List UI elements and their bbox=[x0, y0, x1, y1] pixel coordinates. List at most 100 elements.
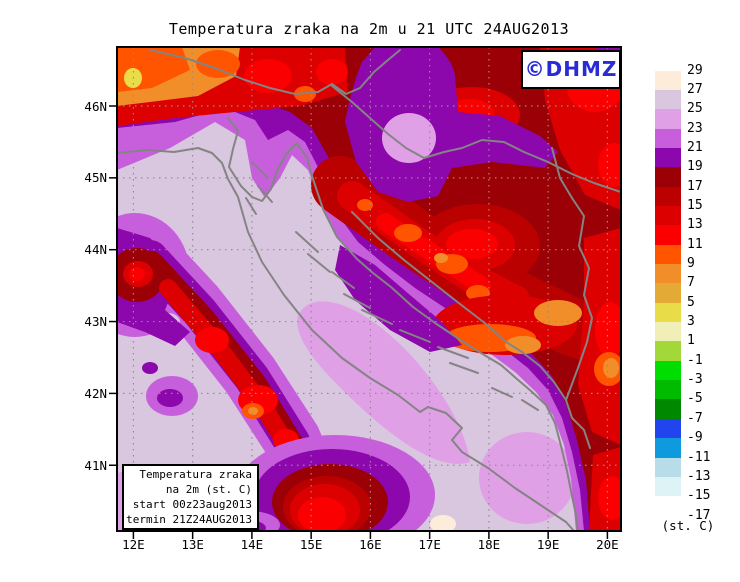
colorbar-tick-label: -13 bbox=[687, 468, 711, 484]
islands bbox=[245, 161, 539, 411]
graticule bbox=[117, 47, 621, 531]
spot-cream bbox=[430, 515, 456, 531]
border-alps bbox=[149, 49, 401, 95]
lon-label: 14E bbox=[240, 537, 264, 552]
lon-label: 18E bbox=[477, 537, 501, 552]
lat-label: 44N bbox=[84, 242, 107, 258]
colorbar-swatch bbox=[655, 418, 681, 439]
run-info-line: Temperatura zraka bbox=[139, 468, 252, 481]
axis-ticks bbox=[109, 105, 609, 539]
colorbar-tick-label: -15 bbox=[687, 488, 711, 504]
core-brightred bbox=[129, 267, 145, 281]
run-info-line: termin 21Z24AUG2013 bbox=[126, 513, 252, 526]
core-brightred bbox=[298, 497, 346, 531]
region-purple-north bbox=[345, 47, 558, 202]
fill-sea-patch bbox=[297, 301, 470, 464]
colorbar-tick-label: 1 bbox=[687, 333, 695, 349]
dhmz-watermark: ©DHMZ bbox=[521, 50, 621, 89]
spot-brightred bbox=[446, 229, 498, 259]
lat-label: 42N bbox=[84, 385, 107, 401]
colorbar-swatch bbox=[655, 380, 681, 400]
border-croatia-bosnia bbox=[351, 211, 591, 449]
colorbar-tick-label: -9 bbox=[687, 430, 703, 446]
coastline-italy bbox=[117, 147, 575, 531]
colorbar-tick-label: -5 bbox=[687, 391, 703, 407]
run-info-line: na 2m (st. C) bbox=[165, 483, 252, 496]
colorbar-tick-label: 25 bbox=[687, 101, 703, 117]
border-bosnia-serbia bbox=[551, 147, 593, 401]
colorbar-tick-label: 17 bbox=[687, 178, 703, 194]
colorbar-tick-label: 11 bbox=[687, 236, 703, 252]
run-info-line: start 00z23aug2013 bbox=[132, 498, 252, 511]
figure-title: Temperatura zraka na 2m u 21 UTC 24AUG20… bbox=[168, 20, 570, 38]
colorbar-swatch bbox=[655, 147, 681, 168]
border-north bbox=[331, 85, 621, 193]
colorbar-swatch bbox=[655, 360, 681, 381]
lon-label: 16E bbox=[359, 537, 382, 552]
colorbar-swatch bbox=[655, 225, 681, 246]
colorbar-tick-label: 21 bbox=[687, 139, 703, 155]
spot-brightred bbox=[598, 143, 621, 187]
colorbar-swatch bbox=[655, 89, 681, 110]
colorbar-swatch bbox=[655, 283, 681, 304]
hole-orchid bbox=[382, 113, 436, 163]
spot-orangered bbox=[394, 224, 422, 242]
lat-label: 41N bbox=[84, 457, 107, 473]
colorbar-tick-label: 9 bbox=[687, 256, 695, 271]
spot-orange bbox=[248, 407, 258, 415]
coastlines bbox=[117, 117, 579, 531]
spot-orange bbox=[434, 253, 448, 263]
lat-label: 43N bbox=[84, 314, 107, 330]
colorbar-tick-label: -3 bbox=[687, 372, 703, 388]
colorbar-tick-label: 19 bbox=[687, 159, 703, 175]
colorbar-swatch bbox=[655, 128, 681, 149]
lon-label: 13E bbox=[181, 537, 204, 552]
colorbar-swatch bbox=[655, 167, 681, 188]
colorbar-swatch bbox=[655, 457, 681, 478]
coastline-croatia bbox=[227, 117, 579, 531]
colorbar-swatch bbox=[655, 476, 681, 497]
colorbar-tick-label: 23 bbox=[687, 120, 703, 136]
lon-label: 19E bbox=[536, 537, 560, 552]
colorbar-tick-label: -7 bbox=[687, 410, 703, 426]
colorbar-tick-label: 3 bbox=[687, 314, 695, 330]
fill-sea-patch bbox=[479, 432, 575, 524]
colorbar-swatch bbox=[655, 322, 681, 342]
map-frame bbox=[116, 46, 622, 532]
colorbar-tick-label: 15 bbox=[687, 197, 703, 213]
core-brightred bbox=[195, 327, 229, 353]
colorbar-tick-label: 13 bbox=[687, 217, 703, 233]
lat-label: 45N bbox=[84, 170, 107, 186]
lon-label: 17E bbox=[418, 537, 441, 552]
spot-orangered bbox=[357, 199, 373, 211]
colorbar-tick-label: 27 bbox=[687, 81, 703, 97]
colorbar-swatch bbox=[655, 302, 681, 323]
country-borders bbox=[149, 49, 621, 449]
colorbar-swatch bbox=[655, 264, 681, 284]
core-red bbox=[159, 279, 299, 459]
spot-orange bbox=[603, 358, 619, 378]
band-purple bbox=[335, 245, 462, 352]
spot-purple bbox=[142, 362, 158, 374]
spot-purple bbox=[157, 389, 183, 407]
colorbar-tick-label: 29 bbox=[687, 62, 703, 78]
spot-orange bbox=[534, 300, 582, 326]
colorbar-unit: (st. C) bbox=[661, 518, 715, 533]
lon-label: 15E bbox=[299, 537, 323, 552]
colorbar-swatch bbox=[655, 186, 681, 207]
lon-label: 12E bbox=[122, 537, 145, 552]
colorbar-swatch bbox=[655, 496, 681, 517]
colorbar-tick-label: -11 bbox=[687, 449, 711, 465]
colorbar-swatch bbox=[655, 244, 681, 265]
lon-label: 20E bbox=[596, 537, 619, 552]
colorbar-swatch bbox=[655, 205, 681, 226]
colorbar-swatch bbox=[655, 70, 681, 91]
colorbar-tick-label: 5 bbox=[687, 294, 695, 310]
spot-orangered bbox=[196, 50, 240, 78]
run-info-box: Temperatura zraka na 2m (st. C) start 00… bbox=[122, 464, 259, 530]
colorbar-tick-label: -17 bbox=[687, 507, 711, 523]
lat-label: 46N bbox=[84, 98, 107, 114]
spot-orange bbox=[505, 336, 541, 354]
